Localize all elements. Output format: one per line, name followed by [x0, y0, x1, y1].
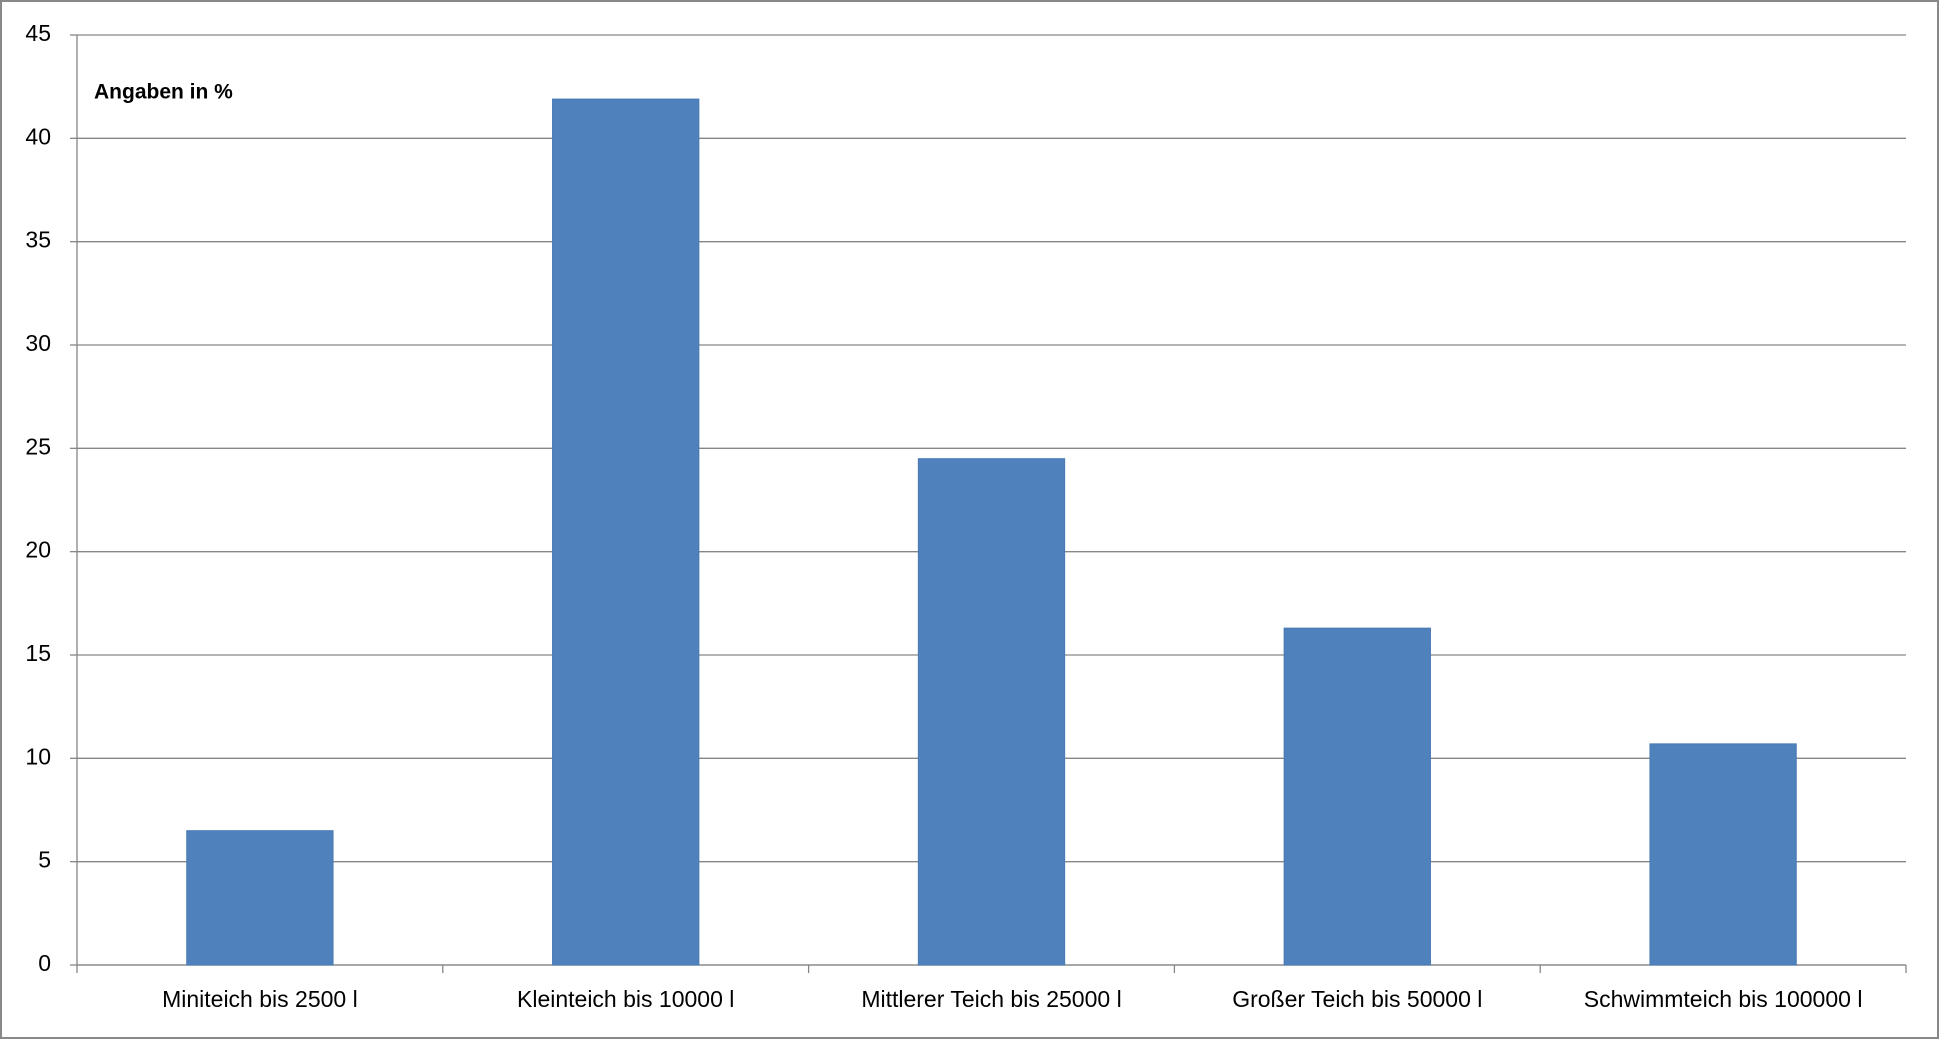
bar [1283, 627, 1431, 966]
x-tick-label: Großer Teich bis 50000 l [1232, 986, 1482, 1012]
y-tick-label: 20 [25, 537, 51, 563]
bar [1649, 743, 1797, 966]
y-tick-label: 45 [25, 20, 51, 46]
y-tick-label: 40 [25, 123, 51, 149]
x-tick-label: Mittlerer Teich bis 25000 l [861, 986, 1121, 1012]
y-tick-label: 30 [25, 330, 51, 356]
bar [186, 830, 334, 966]
annotation: Angaben in % [94, 81, 233, 104]
y-tick-label: 35 [25, 227, 51, 253]
x-tick-label: Schwimmteich bis 100000 l [1584, 986, 1863, 1012]
y-tick-label: 10 [25, 743, 51, 769]
x-tick-label: Miniteich bis 2500 l [162, 986, 358, 1012]
y-tick-label: 15 [25, 640, 51, 666]
bar [917, 458, 1066, 966]
y-tick-label: 0 [38, 950, 51, 976]
x-tick-label: Kleinteich bis 10000 l [517, 986, 734, 1012]
y-tick-label: 25 [25, 433, 51, 459]
bar [552, 98, 700, 966]
y-tick-label: 5 [38, 847, 51, 873]
